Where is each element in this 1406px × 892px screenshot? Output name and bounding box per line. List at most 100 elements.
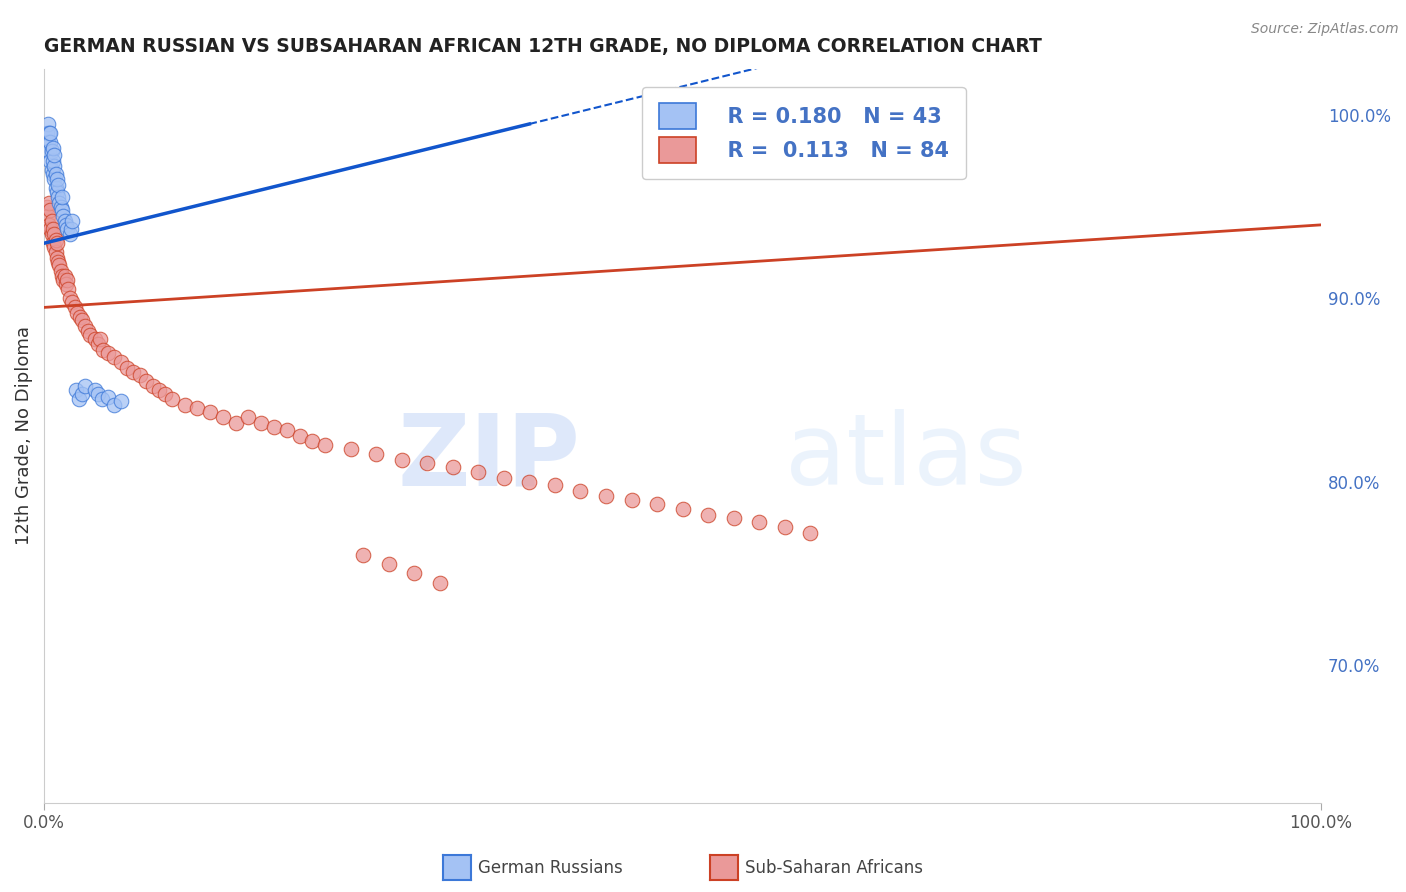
- Point: [441, 459, 464, 474]
- Point: [46, 178, 69, 192]
- Point: [48, 195, 70, 210]
- Point: [38, 126, 60, 140]
- Point: [42, 153, 65, 168]
- Point: [60, 294, 83, 309]
- Point: [38, 218, 60, 232]
- Legend:   R = 0.180   N = 43,   R =  0.113   N = 84: R = 0.180 N = 43, R = 0.113 N = 84: [643, 87, 966, 179]
- Point: [49, 263, 72, 277]
- Point: [45, 251, 67, 265]
- Point: [76, 324, 98, 338]
- Point: [84, 383, 107, 397]
- Point: [263, 419, 285, 434]
- Point: [467, 466, 489, 480]
- Point: [45, 233, 67, 247]
- Point: [41, 145, 63, 159]
- Point: [39, 153, 62, 168]
- Point: [45, 245, 67, 260]
- Point: [238, 410, 260, 425]
- Text: ZIP: ZIP: [398, 409, 581, 507]
- Point: [115, 360, 138, 375]
- Point: [72, 313, 94, 327]
- Point: [59, 221, 82, 235]
- Point: [72, 386, 94, 401]
- Point: [352, 548, 374, 562]
- Point: [42, 141, 65, 155]
- Point: [42, 167, 65, 181]
- Point: [55, 218, 77, 232]
- Point: [404, 566, 426, 581]
- Point: [52, 273, 75, 287]
- Point: [366, 447, 388, 461]
- Point: [155, 386, 177, 401]
- Point: [38, 145, 60, 159]
- Point: [148, 383, 170, 397]
- Y-axis label: 12th Grade, No Diploma: 12th Grade, No Diploma: [15, 326, 32, 545]
- Point: [799, 526, 821, 541]
- Point: [748, 515, 770, 529]
- Point: [517, 475, 540, 489]
- Point: [37, 209, 59, 223]
- Point: [44, 159, 66, 173]
- Point: [91, 343, 114, 357]
- Point: [56, 221, 79, 235]
- Point: [339, 442, 361, 456]
- Point: [46, 190, 69, 204]
- Point: [38, 195, 60, 210]
- Point: [569, 483, 592, 498]
- Point: [671, 502, 693, 516]
- Point: [723, 511, 745, 525]
- Point: [51, 203, 73, 218]
- Text: atlas: atlas: [785, 409, 1026, 507]
- Point: [46, 254, 69, 268]
- Point: [103, 398, 125, 412]
- Point: [492, 471, 515, 485]
- Point: [97, 346, 120, 360]
- Point: [378, 557, 401, 571]
- Point: [110, 393, 132, 408]
- Text: Sub-Saharan Africans: Sub-Saharan Africans: [745, 859, 924, 877]
- Point: [89, 332, 111, 346]
- Point: [39, 136, 62, 150]
- Text: German Russians: German Russians: [478, 859, 623, 877]
- Point: [63, 301, 86, 315]
- Point: [41, 214, 63, 228]
- Point: [173, 398, 195, 412]
- Point: [198, 405, 221, 419]
- Point: [44, 172, 66, 186]
- Point: [52, 209, 75, 223]
- Point: [45, 172, 67, 186]
- Point: [429, 575, 451, 590]
- Point: [42, 236, 65, 251]
- Point: [288, 429, 311, 443]
- Point: [212, 410, 235, 425]
- Point: [314, 438, 336, 452]
- Point: [90, 392, 112, 406]
- Point: [391, 452, 413, 467]
- Point: [645, 497, 668, 511]
- Point: [69, 310, 91, 324]
- Point: [250, 416, 273, 430]
- Point: [41, 227, 63, 241]
- Point: [620, 493, 643, 508]
- Point: [697, 508, 720, 522]
- Point: [225, 416, 247, 430]
- Point: [58, 282, 80, 296]
- Point: [122, 365, 145, 379]
- Point: [42, 221, 65, 235]
- Point: [773, 520, 796, 534]
- Point: [44, 240, 66, 254]
- Text: GERMAN RUSSIAN VS SUBSAHARAN AFRICAN 12TH GRADE, NO DIPLOMA CORRELATION CHART: GERMAN RUSSIAN VS SUBSAHARAN AFRICAN 12T…: [44, 37, 1042, 56]
- Point: [66, 306, 89, 320]
- Point: [45, 185, 67, 199]
- Point: [35, 200, 58, 214]
- Point: [60, 214, 83, 228]
- Point: [73, 318, 96, 333]
- Point: [110, 355, 132, 369]
- Point: [37, 136, 59, 150]
- Point: [48, 258, 70, 272]
- Point: [44, 148, 66, 162]
- Point: [39, 126, 62, 140]
- Point: [44, 227, 66, 241]
- Point: [45, 236, 67, 251]
- Point: [73, 379, 96, 393]
